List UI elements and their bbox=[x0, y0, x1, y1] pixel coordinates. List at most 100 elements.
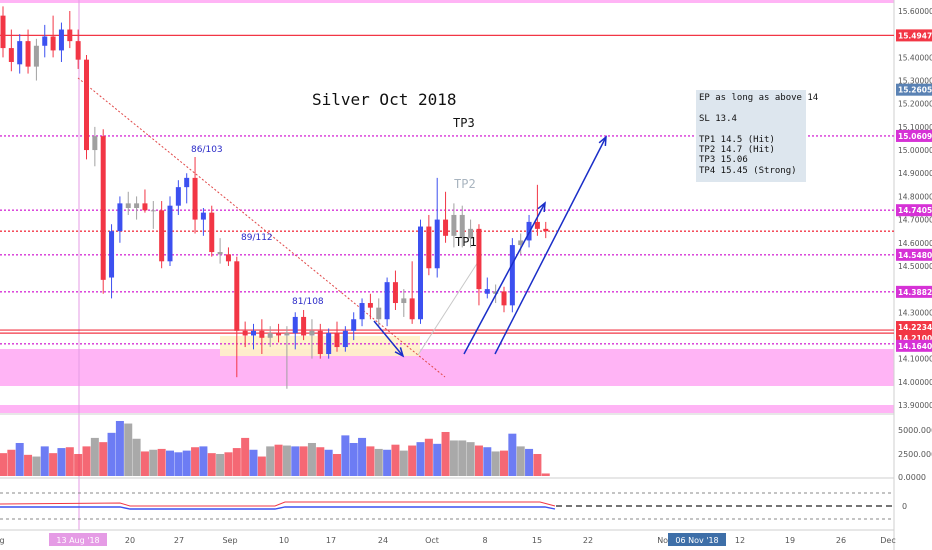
chart-title: Silver Oct 2018 bbox=[312, 90, 457, 109]
volume-bar bbox=[424, 438, 433, 476]
volume-bar bbox=[232, 448, 241, 476]
candle-body bbox=[267, 333, 273, 338]
time-tick-label: 12 bbox=[735, 536, 745, 545]
price-tick-label: 15.20000 bbox=[898, 100, 932, 109]
price-tick-label: 14.30000 bbox=[898, 308, 932, 317]
volume-bar bbox=[132, 438, 141, 476]
time-tick-label: 15 bbox=[532, 536, 542, 545]
time-tick-label: Sep bbox=[222, 536, 237, 545]
volume-bar bbox=[366, 446, 375, 476]
volume-bar bbox=[433, 443, 442, 476]
volume-bar bbox=[341, 435, 350, 476]
volume-bar bbox=[358, 437, 367, 476]
price-label-text: 15.49474 bbox=[898, 31, 932, 40]
candle-body bbox=[342, 330, 348, 348]
time-tick-label: Dec bbox=[880, 536, 895, 545]
volume-bar bbox=[374, 448, 383, 476]
price-label-text: 14.38820 bbox=[898, 288, 932, 297]
time-axis: g 13 Aug '18 20 27 Sep 10 17 24 Oct 8 15 22 Nov 06 No… bbox=[0, 533, 896, 546]
time-tick-label: Oct bbox=[425, 536, 439, 545]
volume-bar bbox=[383, 449, 392, 476]
price-label-text: 14.16401 bbox=[898, 342, 932, 351]
price-label-tag bbox=[896, 339, 932, 352]
candle-body bbox=[409, 298, 415, 320]
price-label-text: 14.54805 bbox=[898, 251, 932, 260]
time-tick-label: 22 bbox=[583, 536, 593, 545]
volume-bar bbox=[291, 446, 300, 476]
time-axis-marker bbox=[668, 533, 726, 546]
price-label-text: 15.06090 bbox=[898, 132, 932, 141]
candle-body bbox=[259, 330, 265, 338]
candle-body bbox=[125, 203, 131, 208]
up-arrow-1-head bbox=[537, 201, 546, 213]
volume-bar bbox=[533, 453, 542, 476]
candle-body bbox=[484, 289, 490, 294]
candle-body bbox=[351, 319, 357, 331]
price-tick-label: 14.80000 bbox=[898, 192, 932, 201]
volume-bar bbox=[140, 451, 149, 476]
note-tp1: TP1 14.5 (Hit) bbox=[699, 134, 775, 145]
time-tick-label: 27 bbox=[174, 536, 184, 545]
down-arrow-head bbox=[394, 347, 405, 358]
trendlines bbox=[77, 77, 479, 378]
volume-bar bbox=[416, 442, 425, 476]
gray-trendline bbox=[417, 261, 479, 356]
candle-body bbox=[58, 29, 64, 51]
volume-bar bbox=[299, 446, 308, 476]
price-label-tag bbox=[896, 29, 932, 42]
up-arrow-2-head bbox=[598, 135, 607, 147]
price-label-tag bbox=[896, 129, 932, 142]
candle-body bbox=[501, 291, 507, 306]
volume-bar bbox=[483, 447, 492, 476]
volume-bar bbox=[74, 453, 83, 476]
down-arrow bbox=[373, 320, 404, 357]
volume-bar bbox=[316, 447, 325, 476]
time-tick-label: 10 bbox=[279, 536, 289, 545]
volume-bar bbox=[124, 423, 133, 476]
volume-bar bbox=[32, 456, 41, 476]
price-tick-label: 13.90000 bbox=[898, 401, 932, 410]
candle-body bbox=[451, 214, 457, 236]
candle-body bbox=[317, 330, 323, 355]
time-tick-label: 19 bbox=[785, 536, 795, 545]
candle-body bbox=[0, 15, 6, 49]
candle-body bbox=[384, 282, 390, 320]
volume-bar bbox=[40, 446, 49, 476]
volume-bar bbox=[7, 449, 16, 476]
candle-body bbox=[401, 298, 407, 304]
volume-bar bbox=[408, 445, 417, 476]
time-tick-label: 26 bbox=[836, 536, 846, 545]
volume-bar bbox=[166, 450, 174, 476]
price-label-tag bbox=[896, 83, 932, 96]
candle-body bbox=[392, 282, 398, 304]
volume-tick-label: 0.0000 bbox=[898, 473, 926, 482]
bottom-zone-band bbox=[0, 405, 894, 413]
support-zone-band bbox=[0, 349, 894, 386]
up-arrow-1 bbox=[463, 202, 546, 355]
candle-body bbox=[234, 261, 240, 331]
candle-body bbox=[242, 330, 248, 336]
volume-bar bbox=[115, 420, 124, 476]
note-tp2: TP2 14.7 (Hit) bbox=[699, 145, 775, 156]
volume-bar bbox=[441, 431, 450, 476]
candle-body bbox=[326, 333, 332, 355]
candle-body bbox=[509, 245, 515, 306]
osc-line-red bbox=[0, 501, 556, 507]
horizontal-levels bbox=[0, 34, 894, 345]
volume-bar bbox=[57, 448, 66, 476]
volume-bar bbox=[157, 448, 166, 476]
volume-bar bbox=[199, 446, 208, 476]
candle-body bbox=[276, 333, 282, 336]
volume-bar bbox=[508, 433, 517, 476]
candle-body bbox=[376, 307, 382, 320]
price-tick-label: 15.00000 bbox=[898, 146, 932, 155]
descending-trendline bbox=[77, 77, 446, 378]
volume-bar bbox=[274, 444, 283, 476]
candle-body bbox=[334, 333, 340, 348]
volume-bar bbox=[257, 456, 266, 476]
note-stop-loss: SL 13.4 bbox=[699, 113, 737, 124]
price-label-text: 14.21005 bbox=[898, 334, 932, 343]
candle-body bbox=[543, 228, 549, 232]
price-tick-label: 14.90000 bbox=[898, 169, 932, 178]
